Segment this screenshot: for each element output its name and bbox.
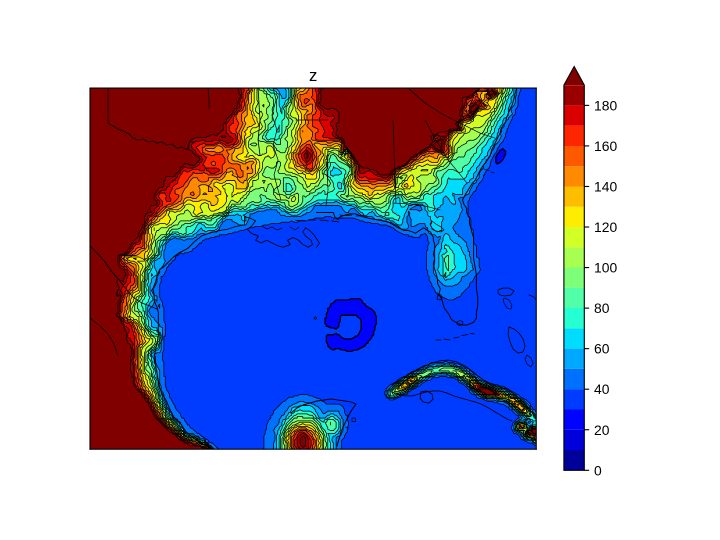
- svg-text:100: 100: [594, 260, 617, 276]
- svg-text:160: 160: [594, 138, 617, 154]
- svg-text:0: 0: [594, 462, 602, 478]
- svg-text:80: 80: [594, 300, 610, 316]
- svg-text:z: z: [309, 66, 317, 85]
- svg-text:140: 140: [594, 179, 617, 195]
- svg-text:120: 120: [594, 219, 617, 235]
- svg-text:40: 40: [594, 381, 610, 397]
- svg-text:180: 180: [594, 97, 617, 113]
- svg-text:20: 20: [594, 422, 610, 438]
- svg-text:60: 60: [594, 341, 610, 357]
